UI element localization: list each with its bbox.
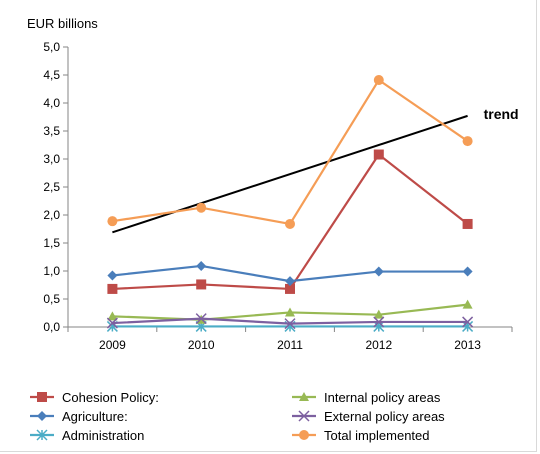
y-tick-label: 0,5 (43, 292, 60, 306)
data-point (373, 75, 384, 86)
y-tick-label: 3,0 (43, 152, 60, 166)
x-tick-label: 2009 (99, 338, 126, 352)
legend-item: Total implemented (292, 428, 430, 443)
data-point (462, 266, 473, 277)
legend-item: Cohesion Policy: (30, 390, 159, 405)
x-tick-label: 2011 (277, 338, 303, 352)
legend-marker (299, 430, 309, 440)
legend-label: Agriculture: (62, 409, 128, 424)
data-point (373, 149, 384, 160)
legend-marker (37, 392, 47, 402)
x-tick-label: 2012 (365, 338, 392, 352)
data-point (462, 299, 473, 309)
series-0 (107, 149, 473, 294)
legend-item: Agriculture: (30, 409, 128, 424)
x-tick-label: 2013 (454, 338, 481, 352)
y-tick-label: 1,5 (43, 236, 60, 250)
y-tick-label: 2,0 (43, 208, 60, 222)
data-point (106, 317, 118, 329)
legend-label: Cohesion Policy: (62, 390, 159, 405)
data-point (462, 136, 473, 147)
data-point (462, 316, 474, 328)
series-4 (106, 313, 474, 330)
trend-line-group: trend (112, 106, 519, 234)
series-5 (107, 75, 473, 229)
data-point (196, 260, 207, 271)
data-point (373, 266, 384, 277)
legend-item: Administration (30, 428, 144, 443)
data-point (285, 283, 295, 294)
series-1 (107, 260, 473, 287)
data-point (195, 313, 207, 325)
data-point (373, 316, 385, 328)
y-tick-label: 3,5 (43, 124, 60, 138)
y-tick-label: 5,0 (43, 40, 60, 54)
legend-marker (37, 411, 47, 421)
legend: Cohesion Policy: Agriculture: Administrati… (30, 390, 445, 443)
data-point (284, 318, 296, 330)
data-point (285, 218, 295, 229)
data-point (107, 283, 118, 294)
data-point (107, 216, 118, 227)
data-point (107, 270, 118, 281)
trend-line (112, 114, 468, 234)
series-group (106, 75, 474, 332)
data-point (196, 202, 207, 213)
legend-label: Internal policy areas (324, 390, 441, 405)
legend-label: Total implemented (324, 428, 430, 443)
legend-marker (36, 429, 48, 441)
x-tick-labels: 2009 2010 2011 2012 2013 (99, 338, 481, 352)
x-tick-label: 2010 (188, 338, 215, 352)
legend-item: Internal policy areas (292, 390, 441, 405)
legend-marker (299, 392, 309, 401)
data-point (462, 218, 473, 229)
data-point (373, 309, 384, 319)
data-point (285, 307, 295, 317)
data-point (285, 276, 295, 287)
y-tick-label: 1,0 (43, 264, 60, 278)
y-tick-labels: 0,0 0,5 1,0 1,5 2,0 2,5 3,0 3,5 4,0 4,5 5,0 (43, 40, 60, 334)
y-tick-label: 4,0 (43, 96, 60, 110)
data-point (462, 320, 474, 332)
series-line (112, 78, 469, 226)
y-axis-label: EUR billions (27, 16, 98, 31)
legend-marker (298, 410, 310, 422)
y-tick-label: 0,0 (43, 320, 60, 334)
y-tick-label: 2,5 (43, 180, 60, 194)
trend-label: trend (484, 106, 519, 122)
legend-label: Administration (62, 428, 144, 443)
legend-item: External policy areas (292, 409, 445, 424)
data-point (107, 311, 118, 321)
y-tick-label: 4,5 (43, 68, 60, 82)
legend-label: External policy areas (324, 409, 445, 424)
data-point (196, 279, 207, 290)
